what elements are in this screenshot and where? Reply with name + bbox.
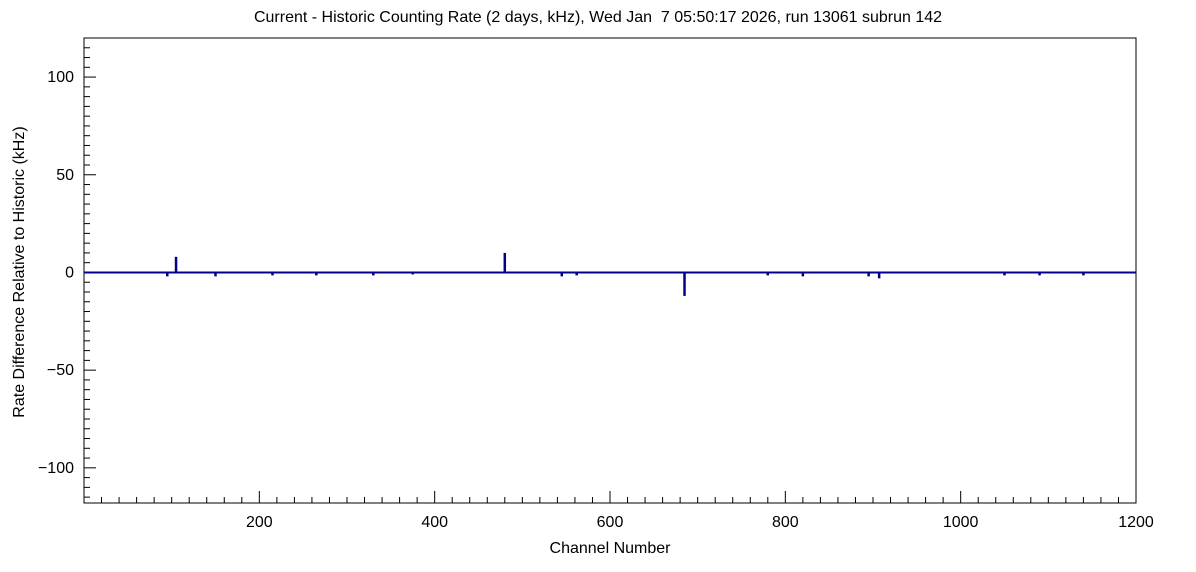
y-tick-label: 0 [65, 264, 74, 281]
x-tick-label: 800 [772, 514, 799, 531]
y-axis-title: Rate Difference Relative to Historic (kH… [11, 126, 28, 418]
y-tick-label: −50 [47, 362, 74, 379]
chart-title: Current - Historic Counting Rate (2 days… [253, 9, 943, 26]
y-tick-label: 50 [56, 167, 74, 184]
x-tick-label: 600 [597, 514, 624, 531]
y-tick-label: −100 [38, 460, 74, 477]
x-tick-label: 1000 [943, 514, 979, 531]
plot-frame [83, 37, 1137, 504]
y-tick-label: 100 [47, 69, 74, 86]
x-axis-title: Channel Number [549, 540, 671, 557]
x-tick-label: 400 [421, 514, 448, 531]
x-tick-label: 200 [246, 514, 273, 531]
x-tick-label: 1200 [1118, 514, 1154, 531]
